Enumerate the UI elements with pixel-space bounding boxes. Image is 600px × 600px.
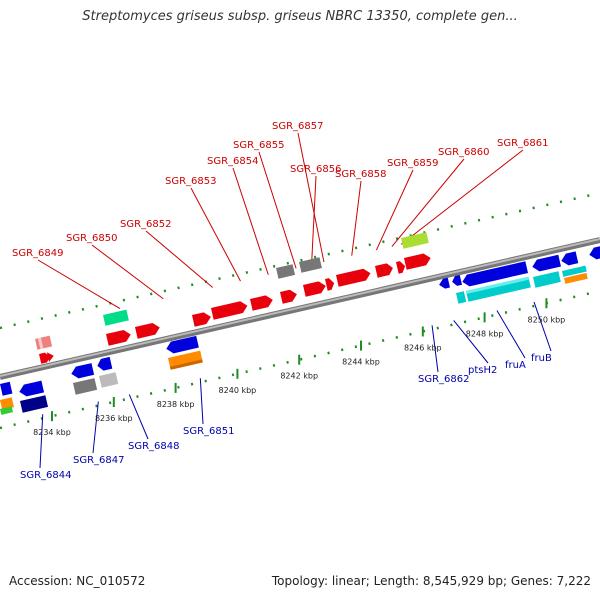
gene-label-reverse[interactable]: fruA [505,360,526,371]
gene-arrow[interactable] [396,260,406,274]
gene-label-reverse[interactable]: ptsH2 [468,365,497,376]
leader-line [91,244,164,300]
gene-arrow[interactable] [588,245,600,261]
gene-label-reverse[interactable]: SGR_6862 [418,374,470,385]
gene-arrow[interactable] [533,271,561,288]
leader-line [311,175,317,265]
gene-arrow[interactable] [192,311,212,327]
gene-arrow[interactable] [35,335,53,350]
scale-label: 8240 kbp [219,386,257,395]
scale-label: 8242 kbp [280,372,318,381]
gene-arrow[interactable] [303,280,327,297]
gene-label-forward[interactable]: SGR_6859 [387,158,439,169]
leader-line [128,394,149,440]
leader-line [391,158,465,247]
gene-arrow[interactable] [103,309,129,326]
gene-arrow[interactable] [562,265,587,277]
gene-arrow[interactable] [401,232,429,249]
gene-arrow[interactable] [0,406,14,415]
gene-arrow[interactable] [39,351,55,364]
leader-line [400,149,524,245]
gene-label-reverse[interactable]: SGR_6851 [183,426,235,437]
label-leader-lines [37,132,552,469]
leader-line [258,151,297,269]
leader-line [496,310,526,359]
gene-arrow[interactable] [466,276,531,302]
gene-arrow[interactable] [560,251,579,266]
gene-label-forward[interactable]: SGR_6849 [12,248,64,259]
gene-label-forward[interactable]: SGR_6857 [272,121,324,132]
backbone [0,237,600,380]
scale-label: 8244 kbp [342,358,380,367]
gene-label-forward[interactable]: SGR_6856 [290,164,342,175]
map-title: Streptomyces griseus subsp. griseus NBRC… [82,9,518,24]
gene-arrow[interactable] [165,335,199,355]
gene-arrow[interactable] [250,294,274,311]
gene-arrow[interactable] [404,252,432,270]
leader-line [37,259,121,310]
leader-line [39,414,44,469]
leader-line [453,320,489,364]
gene-arrow[interactable] [451,274,463,287]
scale-label: 8246 kbp [404,343,442,352]
gene-label-forward[interactable]: SGR_6854 [207,156,259,167]
gene-arrow[interactable] [96,356,113,372]
gene-arrow[interactable] [73,378,98,395]
gene-arrow[interactable] [299,257,322,273]
gene-arrow[interactable] [456,291,467,304]
leader-line [199,378,204,425]
gene-label-reverse[interactable]: SGR_6847 [73,455,125,466]
gene-label-forward[interactable]: SGR_6860 [438,147,490,158]
leader-line [145,230,214,288]
gene-features [0,232,600,415]
leader-line [232,167,269,275]
gene-label-reverse[interactable]: SGR_6848 [128,441,180,452]
leader-line [375,169,414,251]
accession-text: Accession: NC_010572 [9,574,146,588]
gene-arrow[interactable] [106,329,132,346]
gene-arrow[interactable] [325,277,335,291]
gene-arrow[interactable] [135,322,161,339]
gene-label-forward[interactable]: SGR_6853 [165,176,217,187]
gene-label-forward[interactable]: SGR_6861 [497,138,549,149]
gene-arrow[interactable] [99,372,119,388]
gene-arrow[interactable] [375,262,394,278]
leader-line [92,401,99,454]
gene-arrow[interactable] [461,261,529,287]
gene-label-forward[interactable]: SGR_6855 [233,140,285,151]
gene-arrow[interactable] [20,395,49,413]
gene-arrow[interactable] [564,272,588,284]
gene-arrow[interactable] [211,300,249,320]
gene-label-reverse[interactable]: fruB [531,353,552,364]
gene-arrow[interactable] [531,254,561,273]
gene-arrow[interactable] [438,277,450,290]
gene-label-reverse[interactable]: SGR_6844 [20,470,72,481]
genome-summary: Topology: linear; Length: 8,545,929 bp; … [271,574,591,588]
gene-arrow[interactable] [336,267,372,287]
leader-line [533,301,552,352]
leader-line [190,187,241,282]
scale-label: 8238 kbp [157,400,195,409]
scale-label: 8248 kbp [466,329,504,338]
gene-arrow[interactable] [0,381,13,396]
leader-line [297,132,325,263]
leader-line [351,180,362,256]
gene-arrow[interactable] [276,264,296,279]
scale-label: 8236 kbp [95,414,133,423]
gene-label-forward[interactable]: SGR_6852 [120,219,172,230]
scale-label: 8250 kbp [528,315,566,324]
gene-arrow[interactable] [70,363,95,380]
gene-arrow[interactable] [18,380,45,398]
gene-arrow[interactable] [280,288,298,304]
scale-ticks: 8234 kbp 8236 kbp 8238 kbp 8240 kbp 8242 kbp… [33,298,565,437]
gene-label-forward[interactable]: SGR_6858 [335,169,387,180]
scale-label: 8234 kbp [33,428,71,437]
leader-line [431,325,439,373]
gene-label-forward[interactable]: SGR_6850 [66,233,118,244]
gene-arrow[interactable] [168,350,203,370]
